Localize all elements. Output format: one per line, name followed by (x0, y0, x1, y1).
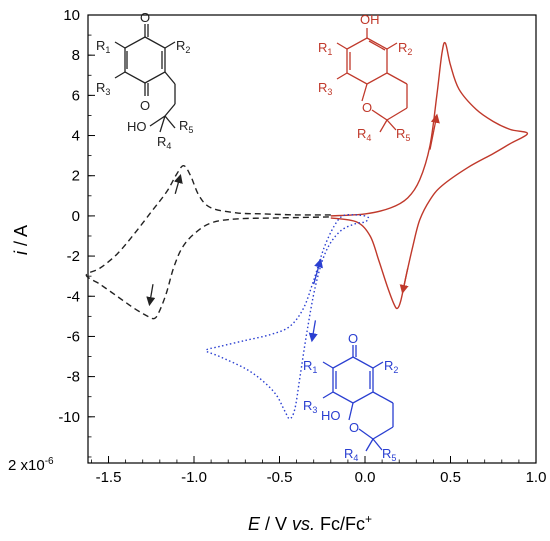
x-axis-title: E / V vs. Fc/Fc+ (248, 512, 372, 534)
svg-text:R4: R4 (357, 126, 371, 143)
y-tick-label: 10 (63, 7, 80, 24)
quinone-structure (114, 24, 176, 133)
scan-direction-arrow (146, 284, 156, 307)
y-tick-label: 4 (72, 128, 80, 145)
y-tick-label: -2 (67, 248, 80, 265)
y-tick-label: -10 (58, 409, 80, 426)
x-tick-label: 0.0 (355, 469, 376, 486)
y-tick-label: -6 (67, 328, 80, 345)
hemiketal-labels: O R1 R2 R3 HO O R4 R5 (303, 331, 398, 463)
series-line-dashed (85, 164, 331, 320)
svg-text:R3: R3 (303, 398, 317, 415)
y-tick-label: 2 (72, 168, 80, 185)
svg-text:R2: R2 (384, 358, 398, 375)
y-axis-title: i / A (11, 225, 31, 255)
svg-text:R4: R4 (344, 446, 358, 463)
scan-direction-arrow (399, 267, 409, 295)
svg-text:R1: R1 (96, 38, 110, 55)
svg-text:R1: R1 (318, 40, 332, 57)
svg-text:R4: R4 (157, 134, 171, 151)
svg-text:O: O (140, 98, 150, 113)
svg-text:R2: R2 (398, 40, 412, 57)
plot-frame (87, 14, 537, 464)
svg-text:R3: R3 (96, 80, 110, 97)
y-axis-multiplier: 2 x10-6 (8, 456, 54, 474)
svg-text:O: O (349, 420, 359, 435)
chromanol-labels: OH R1 R2 R3 O R4 R5 (318, 12, 412, 143)
x-axis-ticks: -1.5 -1.0 -0.5 0.0 0.5 1.0 (91, 456, 546, 486)
svg-text:HO: HO (127, 119, 147, 134)
svg-text:O: O (140, 10, 150, 25)
series-line-dotted (205, 214, 370, 420)
y-tick-label: 6 (72, 87, 80, 104)
svg-text:R1: R1 (303, 358, 317, 375)
y-tick-label: -4 (67, 288, 80, 305)
arrow-layer (146, 113, 440, 343)
chromanol-structure (336, 28, 408, 133)
scan-direction-arrow (308, 320, 318, 343)
svg-text:R5: R5 (382, 446, 396, 463)
svg-text:O: O (348, 331, 358, 346)
quinone-labels: O R1 R2 R3 O HO R4 R5 (96, 10, 193, 151)
svg-text:HO: HO (321, 408, 341, 423)
y-tick-label: 0 (72, 208, 80, 225)
svg-text:OH: OH (360, 12, 380, 27)
y-axis-ticks: 10 8 6 4 2 0 -2 -4 -6 -8 -10 (58, 7, 95, 458)
scan-direction-arrow (313, 258, 323, 285)
svg-text:R5: R5 (179, 118, 193, 135)
scan-direction-arrow (173, 173, 183, 194)
svg-text:O: O (362, 100, 372, 115)
x-tick-label: -1.0 (181, 469, 207, 486)
svg-text:R2: R2 (176, 38, 190, 55)
x-tick-label: -1.5 (96, 469, 122, 486)
svg-text:R5: R5 (396, 126, 410, 143)
x-tick-label: -0.5 (267, 469, 293, 486)
series-line-solid (330, 41, 529, 310)
y-tick-label: 8 (72, 47, 80, 64)
x-tick-label: 1.0 (526, 469, 547, 486)
y-tick-label: -8 (67, 369, 80, 386)
hemiketal-structure (322, 345, 394, 452)
svg-text:R3: R3 (318, 80, 332, 97)
scan-direction-arrow (429, 113, 440, 150)
x-tick-label: 0.5 (440, 469, 461, 486)
